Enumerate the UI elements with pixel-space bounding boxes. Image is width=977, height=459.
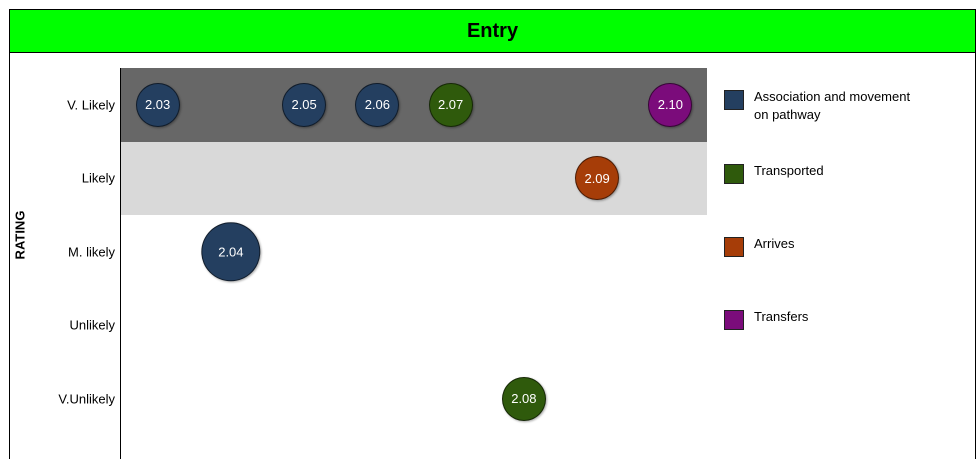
- legend-swatch: [724, 90, 744, 110]
- legend-label: Arrives: [754, 236, 795, 251]
- y-tick-label: M. likely: [68, 244, 115, 260]
- legend-item: Arrives: [724, 236, 954, 257]
- y-tick-label: V. Likely: [67, 97, 115, 113]
- bubble-point[interactable]: 2.06: [355, 82, 400, 127]
- y-tick-label: Likely: [81, 170, 115, 186]
- y-tick-label: V.Unlikely: [58, 391, 115, 407]
- legend-item: Transfers: [724, 309, 954, 330]
- legend-label: Transfers: [754, 309, 809, 324]
- bubble-point[interactable]: 2.03: [135, 82, 180, 127]
- y-axis-label: RATING: [12, 210, 28, 260]
- bubble-point[interactable]: 2.08: [501, 376, 546, 421]
- legend-item: Association and movement on pathway: [724, 89, 924, 124]
- chart-frame: [9, 9, 976, 459]
- legend-swatch: [724, 164, 744, 184]
- bubble-point[interactable]: 2.10: [648, 82, 693, 127]
- chart-title: Entry: [10, 10, 975, 53]
- bubble-point[interactable]: 2.09: [575, 156, 620, 201]
- bubble-point[interactable]: 2.04: [201, 222, 261, 282]
- bubble-point[interactable]: 2.07: [428, 82, 473, 127]
- legend-swatch: [724, 310, 744, 330]
- legend-item: Transported: [724, 163, 954, 184]
- legend-swatch: [724, 237, 744, 257]
- bubble-point[interactable]: 2.05: [282, 82, 327, 127]
- y-tick-label: Unlikely: [69, 317, 115, 333]
- legend-label: Association and movement on pathway: [754, 89, 911, 122]
- y-axis-line: [120, 68, 121, 459]
- legend-label: Transported: [754, 163, 824, 178]
- band-v-likely: [121, 68, 707, 142]
